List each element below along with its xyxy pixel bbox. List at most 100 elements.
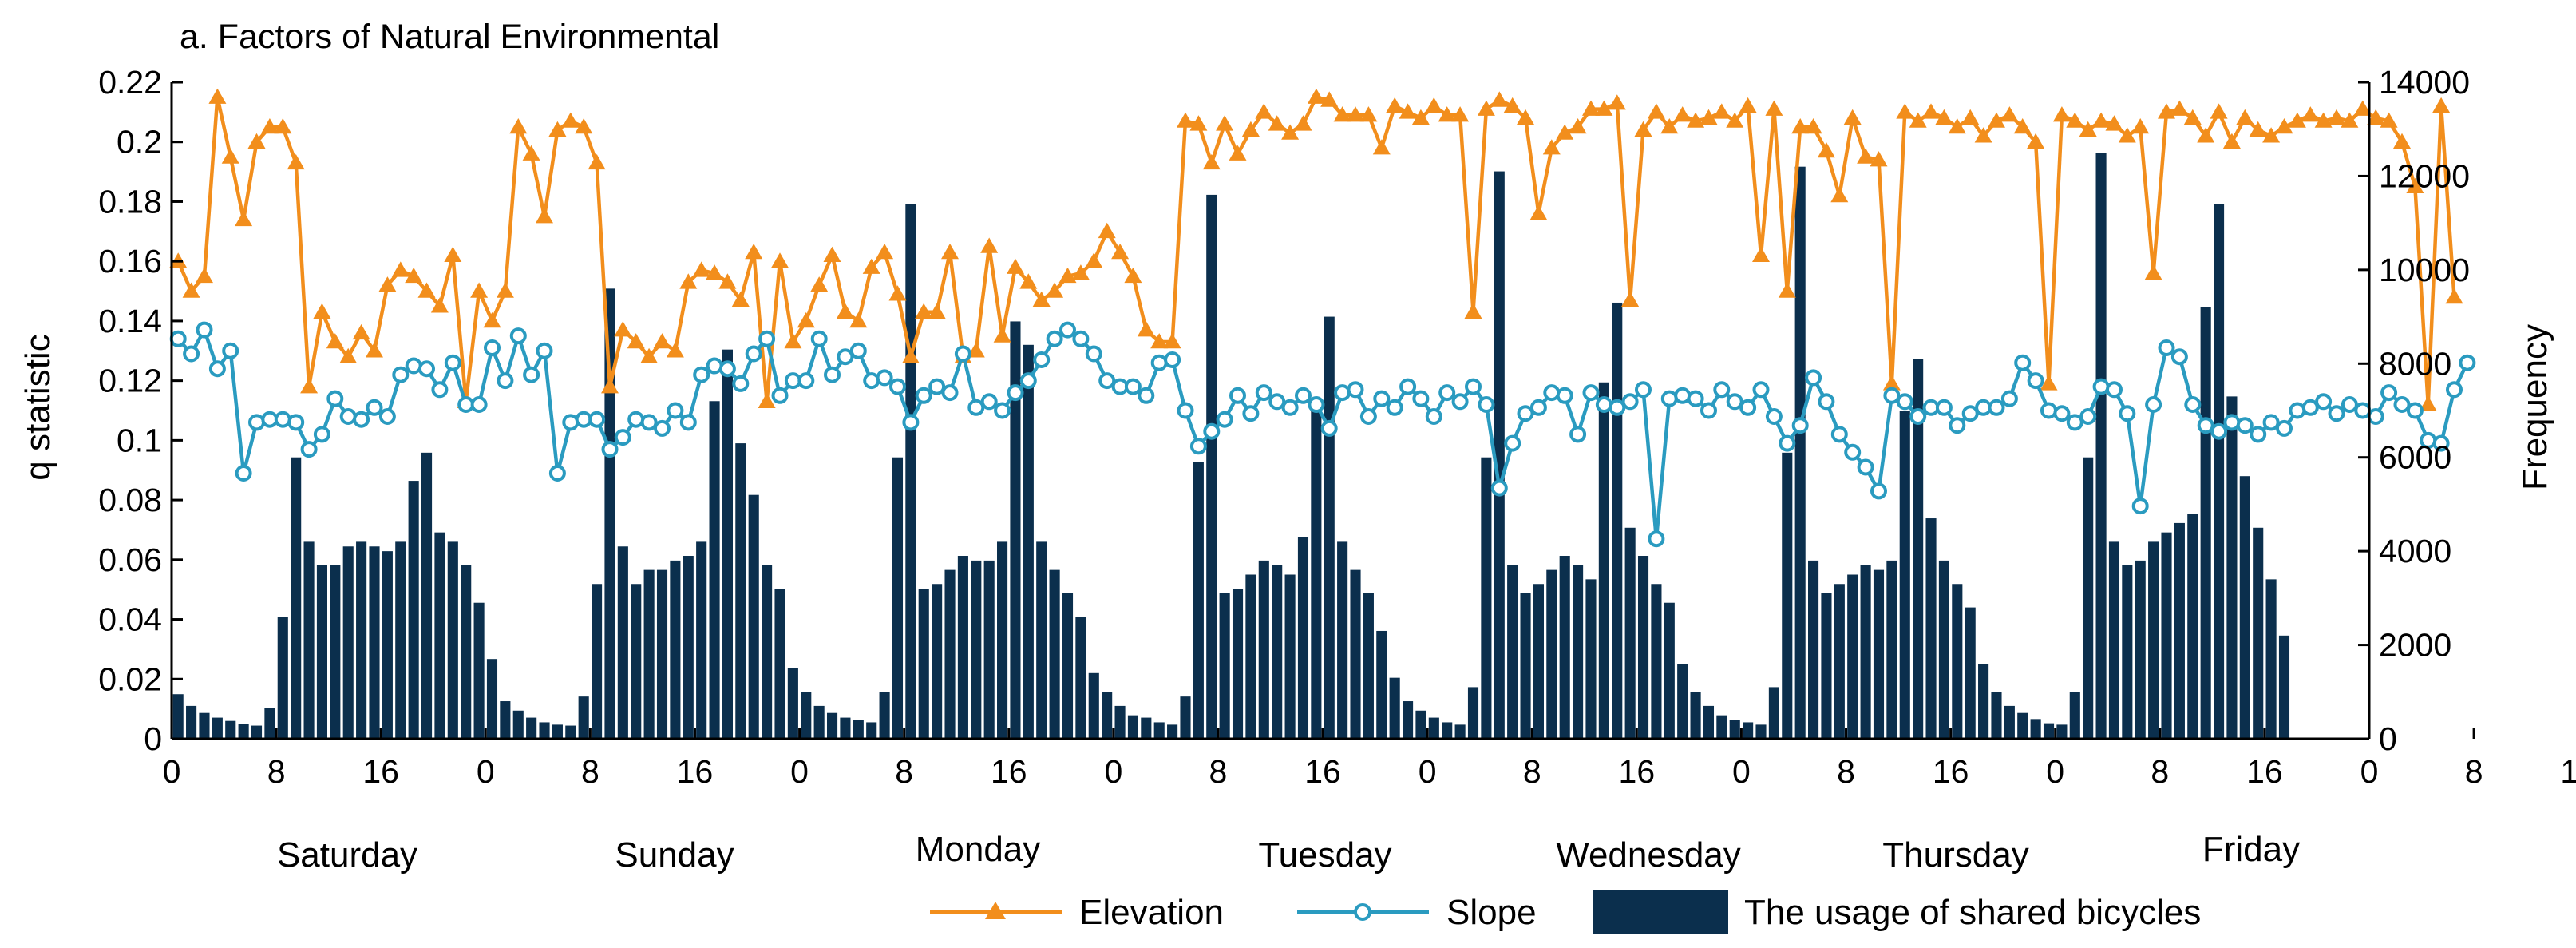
bar	[722, 349, 733, 739]
elevation-point	[627, 333, 645, 349]
slope-point	[1739, 399, 1757, 416]
bar	[2122, 565, 2133, 739]
slope-point	[980, 393, 998, 411]
bar	[735, 443, 746, 739]
bar	[303, 541, 315, 739]
elevation-point	[679, 273, 698, 289]
bar	[853, 720, 864, 739]
slope-point	[1621, 393, 1639, 411]
slope-point	[2328, 405, 2345, 422]
bar	[2200, 307, 2211, 740]
slope-point	[1504, 434, 1521, 452]
bar	[2017, 712, 2028, 739]
elevation-point	[588, 153, 606, 170]
bar	[918, 589, 929, 739]
elevation-point	[928, 303, 946, 319]
slope-point	[640, 414, 658, 431]
elevation-point	[1935, 109, 1953, 125]
elevation-point	[706, 264, 724, 280]
slope-point	[1255, 384, 1272, 402]
elevation-point	[1307, 88, 1325, 104]
slope-line	[176, 327, 2469, 541]
elevation-point	[640, 347, 659, 363]
elevation-point	[1294, 115, 1312, 131]
elevation-point	[208, 88, 227, 104]
elevation-point	[274, 118, 292, 134]
elevation-point	[1333, 106, 1351, 122]
elevation-point	[2341, 112, 2359, 128]
bar	[1167, 724, 1178, 739]
slope-point	[1805, 369, 1822, 387]
slope-point	[2079, 408, 2097, 425]
slope-point	[1791, 417, 1809, 434]
bar	[1573, 565, 1584, 739]
legend-slope-marker	[1354, 903, 1371, 921]
x-tick-label: 16	[362, 753, 399, 790]
bar	[1206, 194, 1217, 739]
x-tick-label: 0	[790, 753, 809, 790]
slope-point	[1164, 351, 1181, 368]
right-tick-label: 0	[2379, 720, 2397, 757]
slope-point	[169, 330, 187, 347]
elevation-point	[2262, 127, 2281, 143]
elevation-point	[1948, 118, 1966, 134]
bar	[932, 584, 943, 739]
bar	[1886, 560, 1897, 739]
bar	[212, 717, 223, 739]
bar	[356, 541, 367, 739]
x-tick-label: 0	[1419, 753, 1437, 790]
elevation-point	[2301, 106, 2320, 122]
bar	[1860, 565, 1871, 739]
slope-point	[718, 360, 736, 378]
bar	[1415, 710, 1426, 739]
elevation-point	[1700, 109, 1718, 125]
elevation-point	[1019, 273, 1038, 289]
slope-point	[758, 330, 776, 347]
elevation-point	[849, 311, 868, 328]
elevation-point	[1477, 100, 1495, 116]
slope-point	[2158, 339, 2175, 356]
slope-point	[954, 345, 971, 363]
bar	[1088, 672, 1099, 739]
bar	[1127, 715, 1138, 739]
slope-point	[1687, 390, 1704, 407]
elevation-point	[1411, 109, 1430, 125]
elevation-point	[666, 342, 684, 358]
slope-point	[2262, 414, 2280, 431]
slope-point	[1595, 396, 1612, 413]
slope-point	[1007, 384, 1024, 402]
bar	[1507, 565, 1518, 739]
slope-point	[1609, 399, 1626, 416]
elevation-point	[823, 246, 841, 262]
elevation-point	[2144, 264, 2162, 280]
line-series	[169, 88, 2476, 548]
slope-point	[1713, 381, 1731, 399]
bar	[369, 546, 380, 739]
elevation-point	[1712, 103, 1731, 119]
legend-elevation-label: Elevation	[1079, 893, 1224, 932]
bar	[225, 720, 236, 739]
elevation-point	[771, 252, 789, 268]
slope-point	[2393, 396, 2411, 413]
slope-point	[208, 360, 226, 378]
elevation-point	[1046, 282, 1064, 298]
elevation-point	[836, 303, 854, 319]
elevation-point	[1647, 103, 1665, 119]
bar	[1219, 593, 1230, 739]
bar	[2135, 560, 2146, 739]
bar	[172, 694, 184, 739]
elevation-point	[1673, 106, 1692, 122]
elevation-point	[1320, 91, 1339, 107]
bar	[1585, 579, 1597, 739]
elevation-point	[2197, 127, 2215, 143]
elevation-point	[731, 291, 750, 307]
elevation-point	[509, 118, 528, 134]
slope-point	[849, 342, 867, 359]
elevation-point	[339, 347, 358, 363]
day-label: Friday	[2202, 830, 2300, 869]
bar	[1010, 321, 1021, 739]
bar	[1834, 584, 1845, 739]
right-tick-label: 4000	[2379, 533, 2451, 569]
slope-point	[509, 327, 527, 345]
